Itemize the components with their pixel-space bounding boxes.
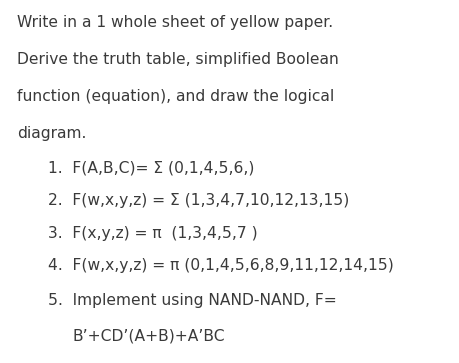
Text: 1.  F(A,B,C)= Σ (0,1,4,5,6,): 1. F(A,B,C)= Σ (0,1,4,5,6,) — [48, 160, 255, 175]
Text: B’+CD’(A+B)+A’BC: B’+CD’(A+B)+A’BC — [73, 328, 225, 343]
Text: function (equation), and draw the logical: function (equation), and draw the logica… — [17, 89, 335, 104]
Text: Write in a 1 whole sheet of yellow paper.: Write in a 1 whole sheet of yellow paper… — [17, 15, 334, 30]
Text: diagram.: diagram. — [17, 126, 87, 141]
Text: 4.  F(w,x,y,z) = π (0,1,4,5,6,8,9,11,12,14,15): 4. F(w,x,y,z) = π (0,1,4,5,6,8,9,11,12,1… — [48, 258, 394, 273]
Text: Derive the truth table, simplified Boolean: Derive the truth table, simplified Boole… — [17, 52, 339, 67]
Text: 5.  Implement using NAND-NAND, F=: 5. Implement using NAND-NAND, F= — [48, 293, 337, 308]
Text: 2.  F(w,x,y,z) = Σ (1,3,4,7,10,12,13,15): 2. F(w,x,y,z) = Σ (1,3,4,7,10,12,13,15) — [48, 193, 349, 208]
Text: 3.  F(x,y,z) = π  (1,3,4,5,7 ): 3. F(x,y,z) = π (1,3,4,5,7 ) — [48, 226, 258, 241]
